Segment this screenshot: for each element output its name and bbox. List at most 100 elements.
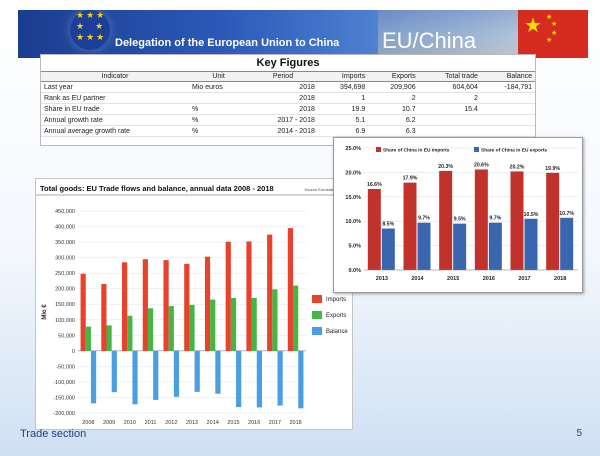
legend-swatch	[376, 147, 381, 152]
x-tick-label: 2017	[269, 420, 281, 426]
bar-exports	[127, 315, 133, 351]
table-cell: 5.1	[317, 114, 369, 126]
bar-share-exports	[381, 228, 395, 270]
table-header-row: Indicator Unit Period Imports Exports To…	[41, 71, 535, 82]
table-cell	[480, 92, 535, 104]
bar-share-imports	[546, 172, 560, 270]
table-cell: 6.3	[368, 125, 419, 137]
bar-imports	[204, 256, 211, 351]
table-cell: 6.2	[368, 114, 419, 126]
great-wall-image	[378, 10, 528, 58]
table-row: Annual growth rate % 2017 - 2018 5.1 6.2	[41, 114, 535, 126]
table-cell: 2017 - 2018	[248, 114, 318, 126]
x-tick-label: 2015	[447, 276, 459, 282]
table-cell: Last year	[41, 81, 189, 93]
bar-exports	[85, 326, 91, 351]
table-cell: 2018	[248, 92, 318, 104]
y-tick-label: 350,000	[55, 240, 75, 246]
y-tick-label: 400,000	[55, 225, 75, 231]
eu-stars-icon: ★★★ ★ ★ ★★★	[76, 10, 107, 42]
table-cell	[480, 114, 535, 126]
table-cell: 2014 - 2018	[248, 125, 318, 137]
table-row: Last year Mio euros 2018 394,698 209,906…	[41, 81, 535, 93]
bar-share-imports	[474, 169, 488, 270]
page-number: 5	[576, 428, 582, 439]
data-label: 19.9%	[545, 166, 560, 172]
delegation-title: Delegation of the European Union to Chin…	[115, 37, 340, 49]
data-label: 9.7%	[418, 216, 430, 222]
bar-imports	[101, 284, 107, 351]
bar-balance	[153, 350, 159, 400]
y-tick-label: 0.0%	[348, 268, 361, 274]
key-figures-table: Indicator Unit Period Imports Exports To…	[41, 71, 535, 137]
x-tick-label: 2016	[483, 276, 495, 282]
bar-balance	[215, 350, 221, 394]
legend-label: Exports	[326, 313, 346, 319]
bar-share-imports	[367, 188, 381, 270]
bar-imports	[246, 241, 252, 351]
y-tick-label: 20.0%	[345, 170, 361, 176]
table-cell: 2018	[248, 81, 318, 93]
table-cell	[189, 92, 249, 104]
bar-share-exports	[417, 222, 431, 270]
table-cell: 394,698	[317, 81, 369, 93]
bar-balance	[277, 350, 283, 406]
bar-imports	[267, 234, 273, 351]
table-cell: 604,604	[418, 81, 481, 93]
legend-swatch-imports	[312, 295, 322, 303]
bar-exports	[168, 306, 174, 351]
chart-title: Total goods: EU Trade flows and balance,…	[40, 184, 274, 193]
table-cell: 2	[418, 92, 481, 104]
bar-share-imports	[403, 182, 417, 270]
bar-imports	[80, 273, 86, 351]
x-tick-label: 2009	[103, 420, 115, 426]
bar-exports	[272, 289, 278, 351]
table-cell: 15.4	[418, 103, 481, 115]
table-cell: Annual growth rate	[41, 114, 189, 126]
table-cell	[418, 114, 481, 126]
x-tick-label: 2014	[411, 276, 424, 282]
x-tick-label: 2013	[376, 276, 388, 282]
legend-label: Share of China in EU exports	[481, 148, 547, 154]
x-tick-label: 2016	[248, 420, 260, 426]
table-row: Annual average growth rate % 2014 - 2018…	[41, 125, 535, 137]
chart-source: Source Eurostat Comext	[304, 187, 348, 192]
china-flag-icon: ★ ★ ★ ★ ★	[518, 10, 588, 58]
column-header: Indicator	[41, 71, 189, 82]
bar-share-exports	[560, 217, 574, 270]
legend-label: Imports	[326, 297, 346, 303]
bar-share-imports	[439, 170, 453, 270]
y-tick-label: 10.0%	[345, 219, 361, 225]
bar-imports	[142, 259, 148, 351]
y-tick-label: 200,000	[55, 287, 75, 293]
x-tick-label: 2017	[518, 276, 530, 282]
table-cell: Mio euros	[189, 81, 249, 93]
column-header: Imports	[317, 71, 369, 82]
y-tick-label: -50,000	[56, 364, 75, 370]
bar-exports	[147, 308, 154, 351]
table-cell: Annual average growth rate	[41, 125, 189, 137]
bar-share-exports	[488, 222, 502, 270]
data-label: 17.9%	[403, 176, 418, 182]
y-tick-label: -200,000	[53, 411, 75, 417]
column-header: Unit	[189, 71, 249, 82]
bar-balance	[132, 350, 138, 405]
slide-title: EU/China	[382, 28, 477, 53]
table-cell: 19.9	[317, 103, 369, 115]
x-tick-label: 2010	[124, 420, 136, 426]
table-cell: Rank as EU partner	[41, 92, 189, 104]
table-cell: 2018	[248, 103, 318, 115]
bar-exports	[230, 298, 237, 351]
data-label: 20.6%	[474, 162, 489, 168]
table-cell: %	[189, 103, 249, 115]
data-label: 9.7%	[489, 216, 501, 222]
key-figures-panel: Key Figures Indicator Unit Period Import…	[40, 54, 536, 146]
legend-label: Balance	[326, 329, 348, 335]
table-row: Share in EU trade % 2018 19.9 10.7 15.4	[41, 103, 535, 115]
bar-share-exports	[453, 223, 467, 270]
data-label: 10.7%	[559, 211, 574, 217]
bar-balance	[236, 350, 242, 408]
bar-imports	[163, 260, 169, 351]
data-label: 20.2%	[510, 164, 525, 170]
table-cell	[480, 125, 535, 137]
